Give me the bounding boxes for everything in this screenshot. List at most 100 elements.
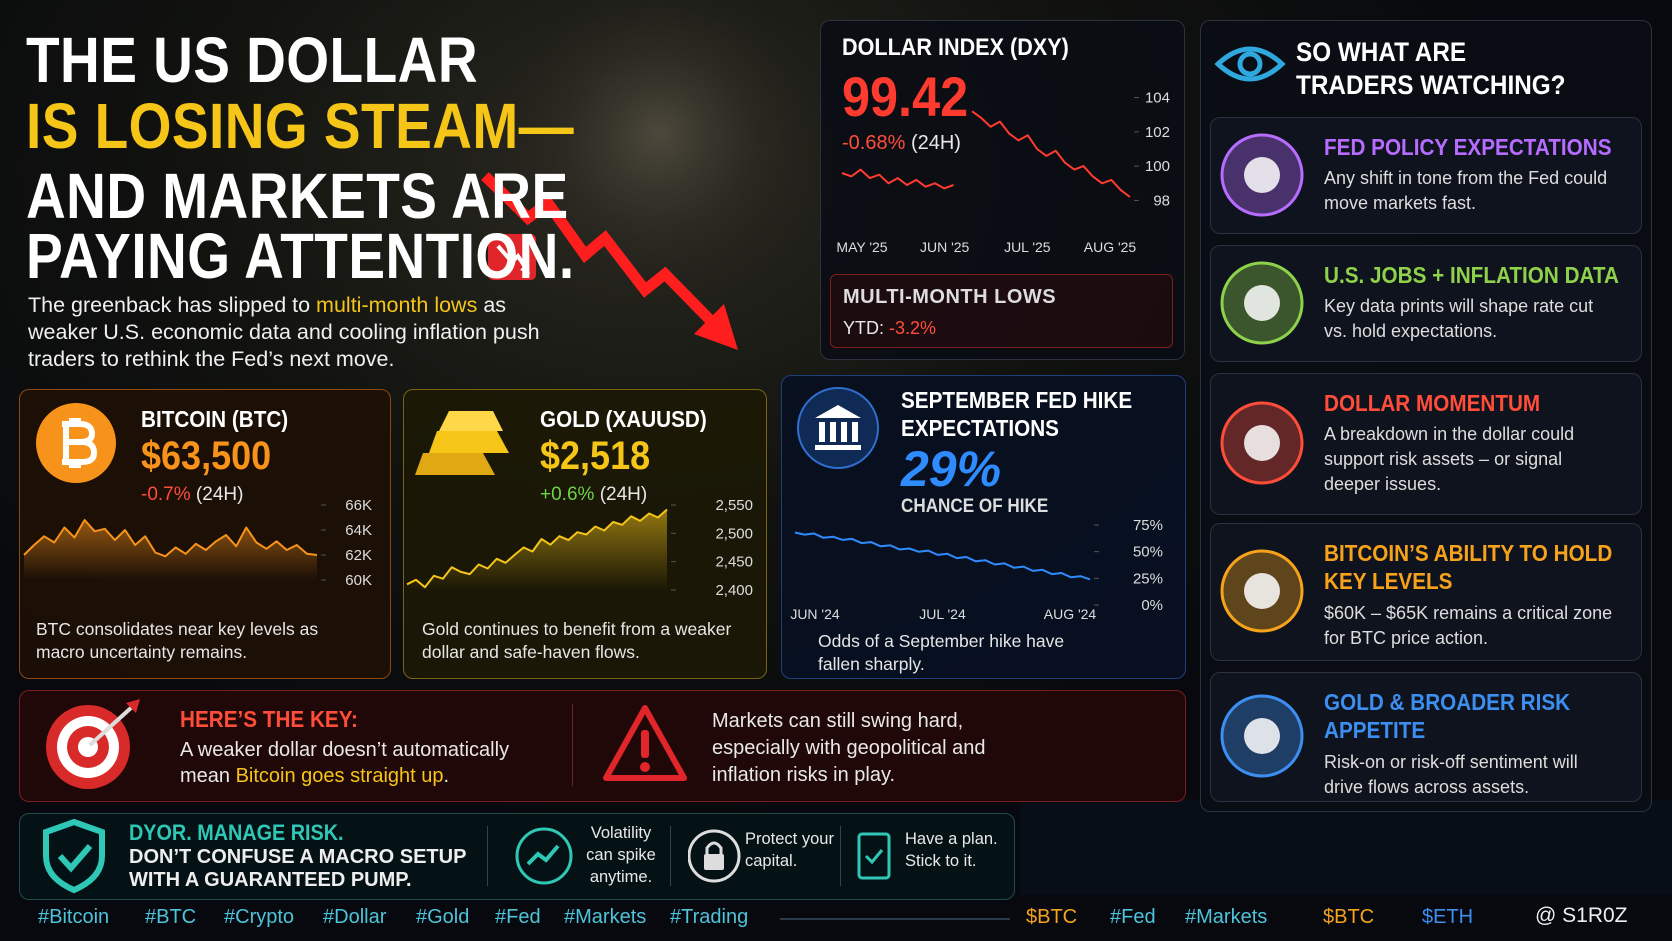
watch-card — [1210, 117, 1642, 234]
fed-column — [852, 422, 858, 442]
y-tick-label: 64K — [345, 522, 372, 539]
hashtag: #Trading — [670, 906, 749, 928]
volatility-icon — [515, 827, 573, 885]
title-line: THE US DOLLAR — [26, 24, 479, 96]
lock-body — [704, 854, 724, 870]
watermark: @ S1R0Z — [1535, 904, 1628, 927]
eye-outline — [1214, 46, 1286, 82]
icon-core — [1244, 156, 1280, 193]
fed-note: Odds of a September hike have fallen sha… — [818, 631, 1065, 674]
watching-title: SO WHAT ARE TRADERS WATCHING? — [1296, 36, 1566, 102]
gold-title: GOLD (XAUUSD) — [540, 406, 707, 432]
fed-title: SEPTEMBER FED HIKE EXPECTATIONS — [901, 386, 1171, 442]
dxy-price: 99.42 — [842, 65, 969, 128]
y-tick-label: 2,550 — [715, 497, 753, 514]
key-banner — [19, 690, 1186, 802]
tip: Have a plan. Stick to it. — [905, 830, 998, 870]
x-tick-label: JUN '24 — [790, 606, 840, 622]
title-line: IS LOSING STEAM— — [26, 90, 575, 162]
y-tick-label: 75% — [1133, 517, 1163, 534]
fed-column — [830, 422, 836, 442]
icon-line — [526, 844, 560, 866]
lows-box — [830, 274, 1173, 348]
clipboard — [857, 832, 891, 880]
y-tick-label: 2,450 — [715, 554, 753, 571]
divider — [670, 826, 671, 886]
area — [407, 509, 667, 590]
lows-title: MULTI-MONTH LOWS — [843, 286, 1057, 308]
watching-title-text: SO WHAT ARE TRADERS WATCHING? — [1296, 37, 1566, 100]
warning-icon — [603, 705, 687, 781]
key-text: A weaker dollar doesn’t automatically me… — [180, 737, 550, 789]
intro-text: The greenback has slipped to — [28, 293, 317, 317]
warning-dot — [640, 762, 650, 772]
y-tick-label: 98 — [1153, 192, 1170, 209]
key-text-part: . — [443, 765, 450, 787]
dxy-change: -0.68% — [842, 132, 906, 154]
x-tick-label: JUL '24 — [919, 606, 966, 622]
watch-card — [1210, 523, 1642, 661]
fed-column — [819, 422, 825, 442]
btc-note: BTC consolidates near key levels as macr… — [36, 619, 319, 662]
watch-card — [1210, 245, 1642, 362]
eye-icon — [1214, 46, 1286, 82]
watch-title-text: DOLLAR MOMENTUM — [1324, 390, 1541, 416]
watch-icon — [1220, 261, 1304, 344]
gold-period: (24H) — [599, 484, 648, 505]
gold-price: $2,518 — [540, 434, 651, 478]
divider — [572, 704, 573, 786]
fed-icon — [797, 387, 879, 469]
intro-highlight: multi-month lows — [316, 293, 478, 317]
x-tick-label: AUG '25 — [1084, 239, 1137, 255]
watch-text: Risk-on or risk-off sentiment will drive… — [1324, 752, 1578, 797]
fed-roof — [815, 405, 861, 418]
btc-title: BITCOIN (BTC) — [141, 406, 289, 432]
gold-change: +0.6% — [540, 484, 595, 505]
y-tick-label: 66K — [345, 497, 372, 514]
shield-check — [57, 844, 93, 873]
hashtag: #Markets — [1185, 906, 1268, 928]
hashtag: $BTC — [1026, 906, 1078, 928]
watch-icon — [1220, 133, 1304, 216]
gold-chart: 2,550 2,500 2,450 2,400 — [406, 497, 753, 599]
y-tick-label: 60K — [345, 572, 372, 589]
hashtag: #Bitcoin — [38, 906, 110, 928]
watch-title: U.S. JOBS + INFLATION DATA — [1324, 261, 1624, 289]
area — [24, 520, 317, 580]
y-tick-label: 2,500 — [715, 525, 753, 542]
dyor-title: DYOR. MANAGE RISK. — [129, 820, 344, 845]
target-dart-fin — [126, 699, 140, 713]
watch-text: $60K – $65K remains a critical zone for … — [1324, 603, 1613, 648]
hashtag: #Fed — [1110, 906, 1156, 928]
watch-icon — [1220, 694, 1304, 778]
x-tick-label: MAY '25 — [836, 239, 887, 255]
y-tick-label: 25% — [1133, 570, 1163, 587]
shield — [43, 818, 105, 894]
lock-shackle — [705, 841, 723, 854]
key-title: HERE’S THE KEY: — [180, 706, 358, 732]
dxy-panel — [820, 20, 1185, 360]
target-icon — [46, 699, 140, 789]
bull-bear-backdrop — [1020, 800, 1672, 895]
watch-card — [1210, 373, 1642, 515]
market-decor — [1020, 800, 1672, 895]
tip: Volatility can spike anytime. — [586, 824, 656, 886]
gold-bar — [439, 411, 503, 431]
x-tick-label: AUG '24 — [1044, 606, 1097, 622]
watch-icon — [1220, 549, 1304, 633]
plan-icon — [857, 832, 891, 880]
dxy-period: (24H) — [910, 132, 961, 154]
tag-rule — [780, 918, 1010, 920]
dxy-change-row: -0.68% (24H) — [842, 132, 961, 155]
hashtag: #Markets — [564, 906, 647, 928]
y-tick-label: 2,400 — [715, 582, 753, 599]
lock-icon — [688, 829, 741, 883]
key-text-part: A weaker dollar doesn’t automatically me… — [180, 739, 510, 787]
btc-icon — [36, 403, 116, 483]
dyor-subtitle: DON’T CONFUSE A MACRO SETUP WITH A GUARA… — [129, 846, 467, 891]
x-tick-label: JUL '25 — [1004, 239, 1051, 255]
btc-chart: 66K 64K 62K 60K — [23, 497, 372, 589]
x-tick-label: JUN '25 — [920, 239, 970, 255]
y-tick-label: 100 — [1145, 158, 1170, 175]
